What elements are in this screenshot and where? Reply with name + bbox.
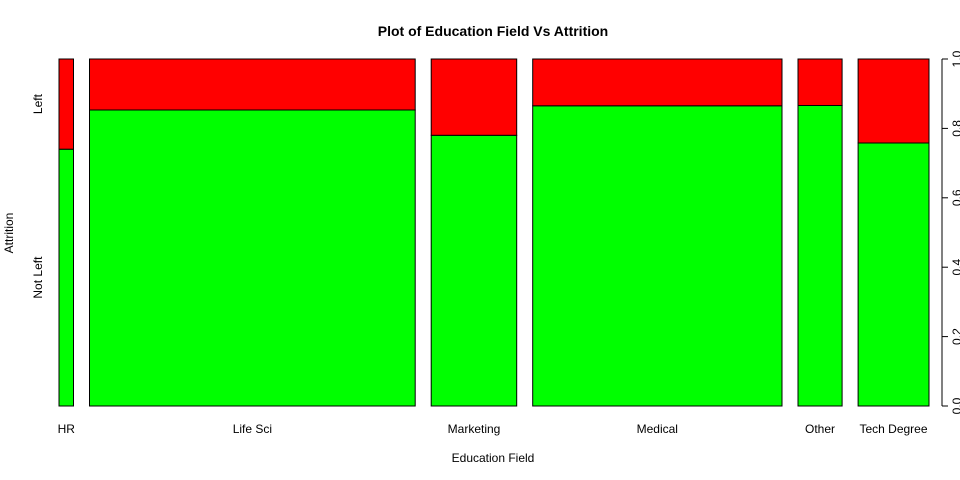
bar-tech-degree-not-left — [857, 142, 930, 407]
chart-title: Plot of Education Field Vs Attrition — [378, 23, 608, 39]
x-tick-label: HR — [58, 422, 76, 436]
y-tick-label: 1.0 — [950, 50, 960, 67]
y-level-label: Left — [31, 93, 45, 114]
bar-other-not-left — [797, 105, 843, 407]
bar-life-sci-not-left — [89, 109, 416, 407]
bar-hr-left — [58, 58, 74, 150]
x-tick-label: Other — [805, 422, 835, 436]
bar-other-left — [797, 58, 843, 106]
x-tick-labels: HR Life Sci Marketing Medical Other Tech Degr… — [58, 422, 928, 436]
bar-medical-not-left — [532, 105, 783, 407]
bar-marketing-left — [430, 58, 518, 136]
y-tick-label: 0.0 — [950, 397, 960, 414]
bar-hr-not-left — [58, 148, 74, 407]
x-tick-label: Tech Degree — [859, 422, 927, 436]
bar-medical-left — [532, 58, 783, 107]
y-tick-label: 0.2 — [950, 328, 960, 345]
bars-group — [58, 58, 930, 407]
y-axis-label: Attrition — [2, 213, 16, 254]
x-tick-label: Marketing — [448, 422, 501, 436]
y-level-label: Not Left — [31, 256, 45, 299]
x-tick-label: Medical — [637, 422, 678, 436]
right-y-axis: 0.0 0.2 0.4 0.6 0.8 1.0 — [941, 50, 960, 414]
y-tick-label: 0.4 — [950, 259, 960, 276]
y-tick-label: 0.6 — [950, 189, 960, 206]
y-level-labels: Not Left Left — [31, 93, 45, 298]
bar-marketing-not-left — [430, 134, 518, 407]
bar-tech-degree-left — [857, 58, 930, 144]
y-tick-label: 0.8 — [950, 120, 960, 137]
x-tick-label: Life Sci — [233, 422, 272, 436]
bar-life-sci-left — [89, 58, 416, 111]
x-axis-label: Education Field — [452, 451, 535, 465]
